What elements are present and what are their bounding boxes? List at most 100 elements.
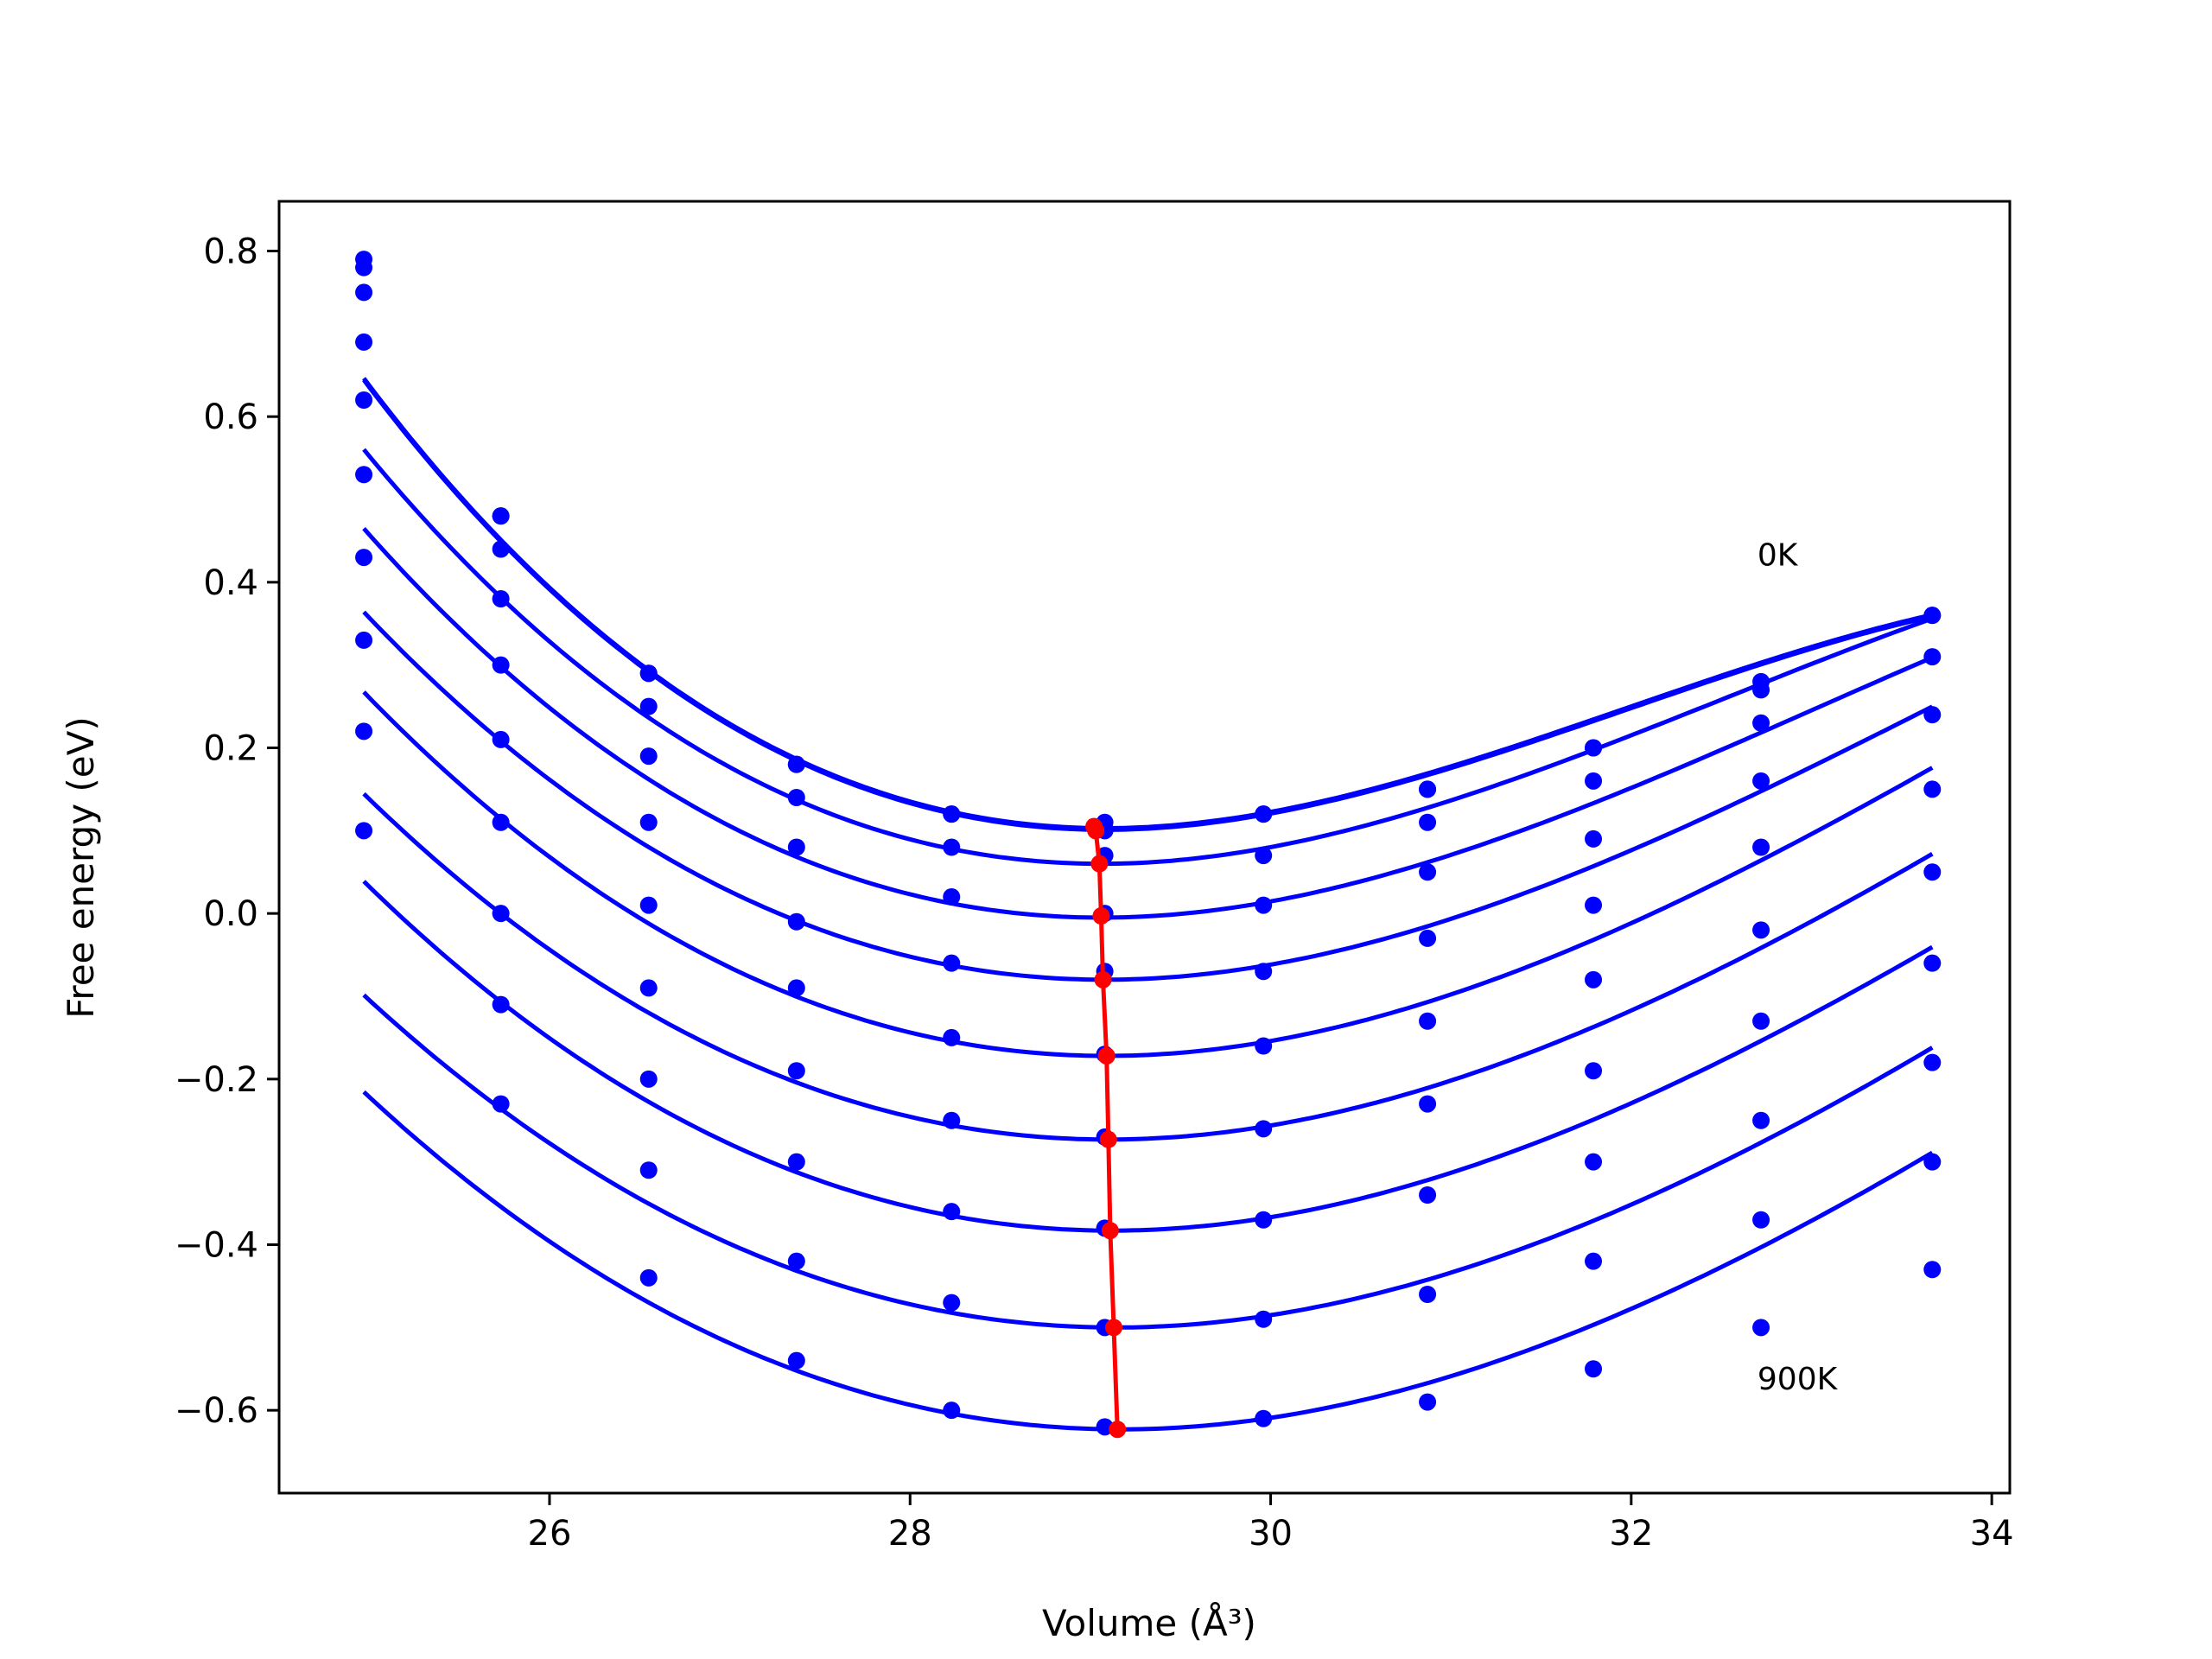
data-point-s4-8: [1419, 863, 1437, 881]
data-point-s9-1: [355, 722, 373, 741]
data-point-s8-3: [639, 1070, 658, 1088]
data-point-s8-10: [1752, 1111, 1770, 1129]
data-point-s7-7: [1255, 1120, 1273, 1138]
data-point-s10-1: [355, 822, 373, 840]
fit-curve-4: [362, 526, 1934, 920]
y-tick-label: 0.2: [203, 729, 258, 769]
data-point-s4-5: [943, 888, 961, 906]
data-point-s2-8: [1419, 780, 1437, 798]
y-tick-label: −0.2: [175, 1060, 258, 1100]
data-point-s4-1: [355, 333, 373, 351]
minimum-point-4: [1092, 907, 1110, 925]
data-point-s10-10: [1752, 1319, 1770, 1337]
minimum-point-9: [1105, 1319, 1123, 1337]
fit-curve-5: [362, 610, 1934, 982]
data-point-s9-8: [1419, 1286, 1437, 1303]
data-point-s5-1: [355, 391, 373, 409]
data-point-s8-11: [1923, 1053, 1942, 1071]
data-point-s3-9: [1585, 772, 1603, 790]
data-point-s5-7: [1255, 963, 1273, 981]
data-point-s9-10: [1752, 1211, 1770, 1229]
data-point-s5-11: [1923, 780, 1942, 798]
data-point-s3-5: [943, 838, 961, 856]
fit-curve-8: [362, 880, 1934, 1233]
minimum-point-10: [1109, 1421, 1127, 1439]
minimum-point-5: [1094, 970, 1112, 988]
data-point-s8-8: [1419, 1186, 1437, 1204]
data-point-s10-7: [1255, 1409, 1273, 1427]
data-point-s3-2: [492, 540, 510, 558]
fit-curve-9: [362, 993, 1934, 1330]
data-point-s6-1: [355, 466, 373, 484]
data-point-s6-4: [787, 979, 805, 997]
y-tick-label: 0.8: [203, 232, 258, 272]
minimum-point-7: [1099, 1130, 1117, 1148]
fit-curve-10: [362, 1090, 1934, 1432]
data-point-s2-10: [1752, 672, 1770, 690]
y-tick-label: −0.6: [175, 1391, 258, 1431]
data-point-s9-9: [1585, 1252, 1603, 1270]
data-point-s5-5: [943, 954, 961, 972]
y-axis-label: Free energy (eV): [60, 716, 102, 1019]
data-point-s8-4: [787, 1153, 805, 1171]
data-point-s3-7: [1255, 847, 1273, 865]
plot-frame: [277, 200, 2012, 1495]
data-point-s10-11: [1923, 1261, 1942, 1279]
data-point-s7-4: [787, 1062, 805, 1080]
fit-curve-7: [362, 791, 1934, 1142]
data-point-s6-9: [1585, 970, 1603, 988]
x-tick-label: 26: [528, 1514, 572, 1554]
y-tick-label: −0.4: [175, 1226, 258, 1266]
data-point-s3-1: [355, 283, 373, 302]
data-point-s2-2: [492, 507, 510, 525]
data-point-s7-2: [492, 813, 510, 831]
data-point-s9-5: [943, 1294, 961, 1312]
data-point-s10-4: [787, 1351, 805, 1370]
data-point-s4-3: [639, 747, 658, 766]
data-point-s6-7: [1255, 1037, 1273, 1055]
data-point-s7-9: [1585, 1062, 1603, 1080]
minimum-point-6: [1097, 1047, 1116, 1065]
data-point-s7-3: [639, 979, 658, 997]
data-point-s9-7: [1255, 1310, 1273, 1328]
data-point-s2-5: [943, 805, 961, 823]
data-point-s7-11: [1923, 954, 1942, 972]
data-point-s7-1: [355, 549, 373, 567]
data-point-s4-4: [787, 838, 805, 856]
data-point-s7-10: [1752, 1012, 1770, 1030]
data-point-s2-3: [639, 664, 658, 683]
fit-curve-6: [362, 690, 1934, 1058]
data-point-s3-4: [787, 789, 805, 806]
data-point-s4-9: [1585, 830, 1603, 848]
data-point-s5-10: [1752, 838, 1770, 856]
fit-curve-2: [362, 378, 1933, 832]
data-point-s2-9: [1585, 739, 1603, 757]
data-point-s3-8: [1419, 813, 1437, 831]
data-point-s10-5: [943, 1402, 961, 1420]
annotation-1: 0K: [1758, 538, 1799, 574]
x-tick-label: 30: [1249, 1514, 1293, 1554]
data-point-s6-10: [1752, 921, 1770, 939]
data-point-s4-11: [1923, 706, 1942, 724]
data-point-s4-7: [1255, 896, 1273, 914]
data-point-s8-9: [1585, 1153, 1603, 1171]
data-point-s2-7: [1255, 805, 1273, 823]
data-point-s5-4: [787, 912, 805, 931]
x-axis-label: Volume (Å³): [1042, 1601, 1256, 1644]
data-point-s7-8: [1419, 1095, 1437, 1113]
y-tick-label: 0.4: [203, 563, 258, 603]
data-point-s10-3: [639, 1268, 658, 1287]
data-point-s2-1: [355, 258, 373, 276]
x-tick-label: 32: [1609, 1514, 1653, 1554]
minimum-point-2: [1087, 822, 1105, 840]
data-point-s8-1: [355, 631, 373, 649]
data-point-s10-2: [492, 1095, 510, 1113]
data-point-s3-3: [639, 697, 658, 715]
data-point-s3-11: [1923, 648, 1942, 666]
data-point-s6-8: [1419, 1012, 1437, 1030]
x-tick-label: 34: [1970, 1514, 2014, 1554]
data-point-s9-11: [1923, 1153, 1942, 1171]
data-points-layer: [355, 251, 1942, 1436]
y-tick-label: 0.0: [203, 894, 258, 934]
